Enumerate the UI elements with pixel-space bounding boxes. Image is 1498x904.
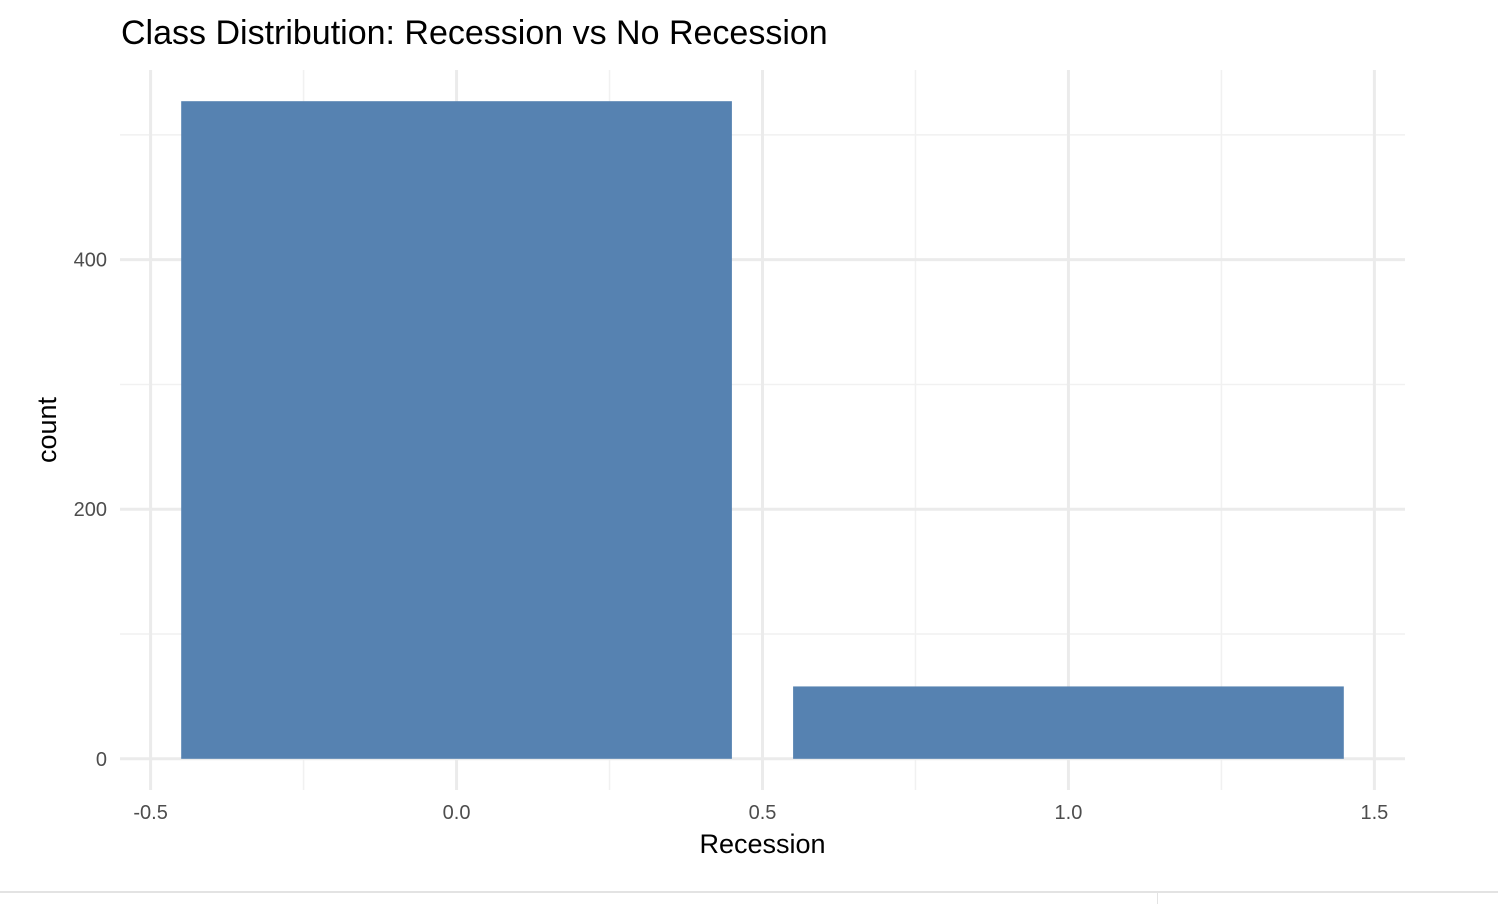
y-axis-title: count	[32, 396, 62, 463]
x-axis-tick-labels: -0.5 0.0 0.5 1.0 1.5	[133, 802, 1388, 824]
y-tick-label: 0	[96, 749, 107, 771]
footer-divider	[0, 891, 1498, 893]
x-tick-label: -0.5	[133, 802, 167, 824]
x-tick-label: 0.0	[443, 802, 471, 824]
x-axis-title: Recession	[699, 829, 825, 859]
y-axis-tick-labels: 0 200 400	[74, 250, 107, 771]
bar-recession-0	[181, 101, 732, 759]
x-tick-label: 0.5	[749, 802, 777, 824]
footer-divider-tick	[1157, 893, 1158, 904]
y-tick-label: 200	[74, 499, 107, 521]
y-tick-label: 400	[74, 250, 107, 272]
x-tick-label: 1.0	[1055, 802, 1083, 824]
bar-recession-1	[793, 686, 1344, 759]
x-tick-label: 1.5	[1360, 802, 1388, 824]
chart-title: Class Distribution: Recession vs No Rece…	[121, 14, 828, 52]
bars	[181, 101, 1344, 759]
